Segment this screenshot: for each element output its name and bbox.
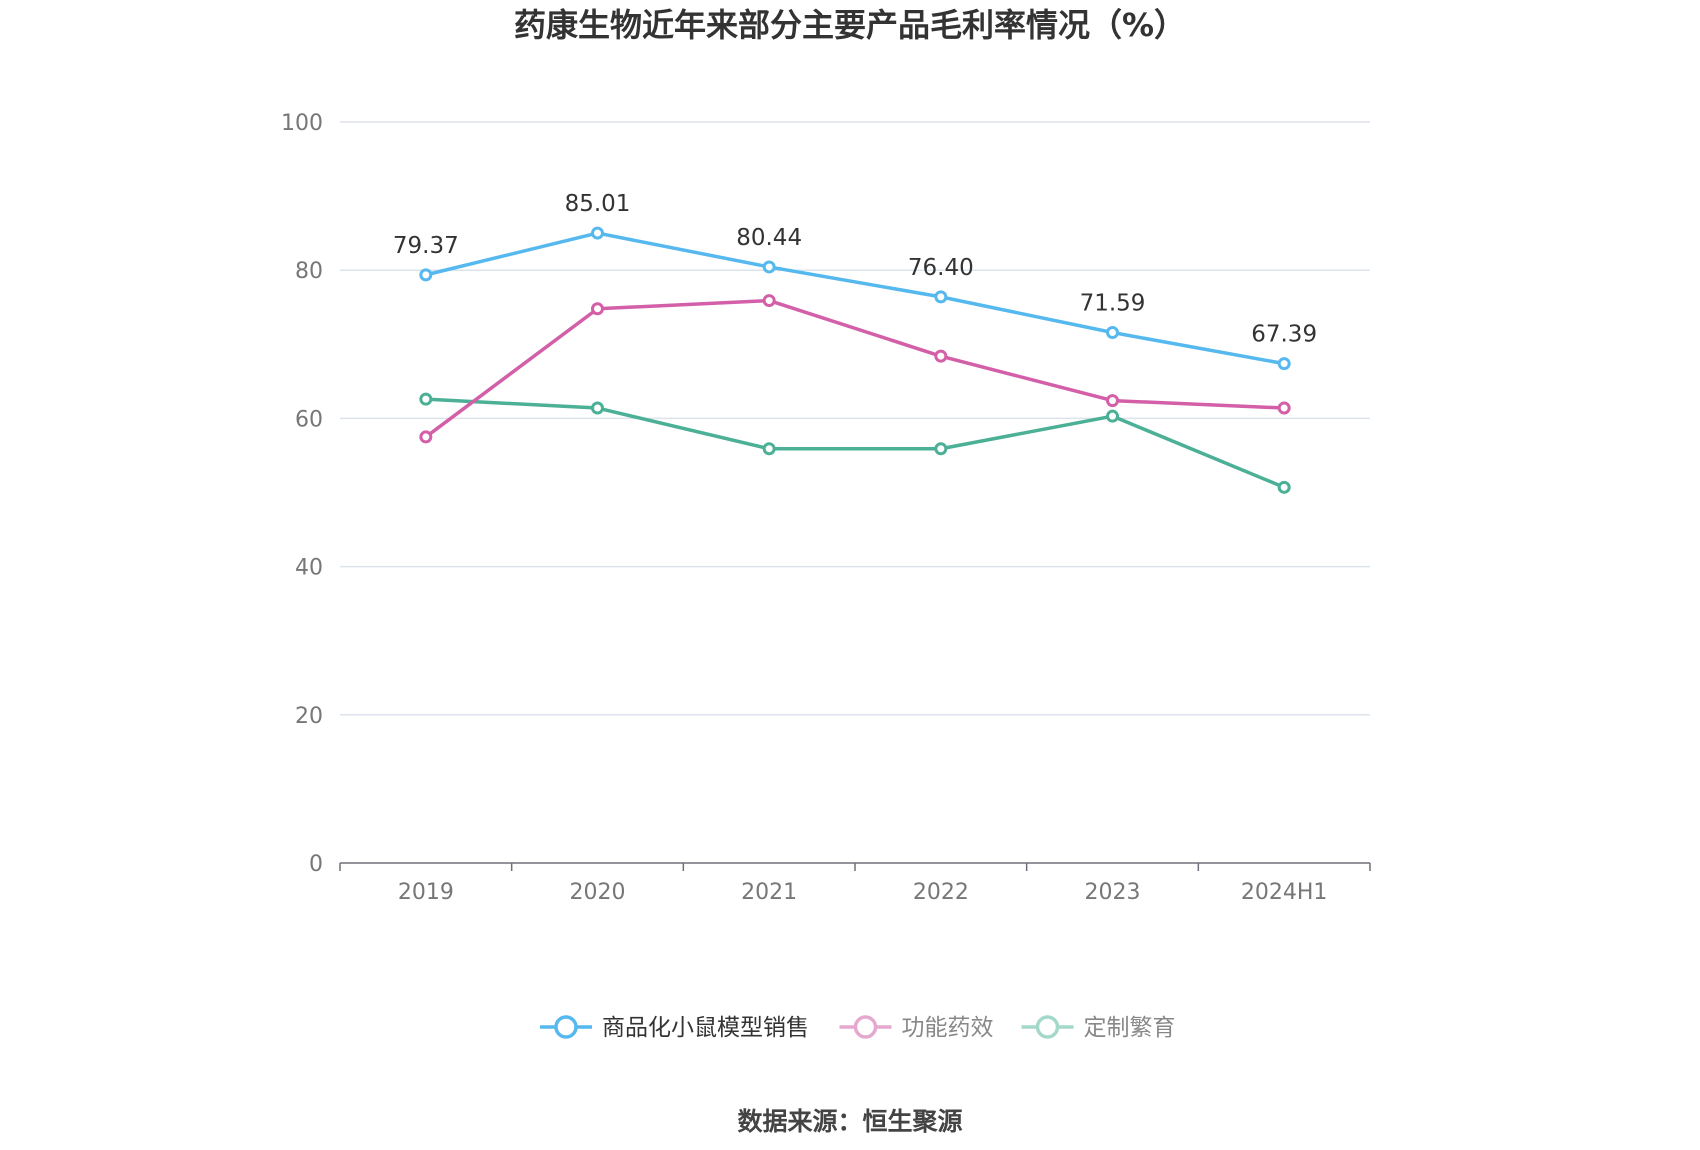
- legend: 商品化小鼠模型销售 功能药效 定制繁育: [540, 1015, 1176, 1041]
- series-1: [419, 226, 1291, 371]
- data-point: [591, 226, 604, 240]
- data-label: 85.01: [565, 191, 631, 217]
- series-line: [425, 397, 1285, 489]
- data-point: [591, 302, 604, 316]
- series-3: [419, 392, 1291, 494]
- x-tick-label: 2020: [570, 880, 626, 905]
- data-point: [934, 349, 948, 363]
- data-point: [1277, 480, 1291, 494]
- data-point: [1277, 401, 1291, 415]
- data-point: [419, 430, 433, 444]
- series-lines: [419, 226, 1291, 494]
- y-axis: 0 20 40 60 80 100: [281, 111, 323, 877]
- data-labels: 79.37 85.01 80.44 76.40 71.59 67.39: [393, 191, 1317, 348]
- legend-label: 定制繁育: [1084, 1015, 1176, 1041]
- data-point: [762, 294, 776, 308]
- x-tick-label: 2024H1: [1241, 880, 1328, 905]
- legend-item: 商品化小鼠模型销售: [540, 1015, 809, 1041]
- data-label: 79.37: [393, 233, 459, 259]
- data-label: 80.44: [736, 225, 802, 251]
- data-label: 76.40: [908, 255, 974, 281]
- data-point: [1106, 409, 1119, 423]
- x-tick-label: 2022: [913, 880, 969, 905]
- data-point: [1277, 357, 1291, 371]
- data-label: 71.59: [1080, 291, 1146, 317]
- data-point: [934, 442, 948, 456]
- data-point: [934, 290, 948, 304]
- data-point: [419, 392, 433, 406]
- y-tick-label: 60: [295, 407, 323, 432]
- x-tick-label: 2019: [398, 880, 454, 905]
- x-tick-label: 2021: [741, 880, 797, 905]
- gridlines: [340, 121, 1370, 716]
- x-axis: 2019 2020 2021 2022 2023 2024H1: [339, 862, 1371, 905]
- data-point: [762, 442, 776, 456]
- data-point: [591, 401, 604, 415]
- y-tick-label: 20: [295, 704, 323, 729]
- y-tick-label: 40: [295, 556, 323, 581]
- y-tick-label: 100: [281, 111, 323, 136]
- legend-marker-icon: [853, 1015, 878, 1039]
- legend-label: 功能药效: [902, 1015, 994, 1041]
- legend-item: 定制繁育: [1021, 1015, 1176, 1041]
- series-line: [424, 298, 1285, 439]
- series-line: [425, 231, 1285, 366]
- legend-label: 商品化小鼠模型销售: [602, 1015, 809, 1041]
- y-tick-label: 0: [309, 852, 323, 877]
- data-point: [1106, 326, 1119, 340]
- legend-marker-icon: [554, 1015, 578, 1039]
- legend-item: 功能药效: [839, 1015, 994, 1041]
- data-label: 67.39: [1251, 322, 1317, 348]
- x-tick-label: 2023: [1085, 880, 1141, 905]
- chart-title: 药康生物近年来部分主要产品毛利率情况（%）: [514, 6, 1186, 44]
- legend-marker-icon: [1035, 1015, 1060, 1039]
- data-point: [762, 260, 776, 274]
- data-point: [419, 268, 433, 282]
- series-2: [419, 294, 1291, 444]
- source-note: 数据来源：恒生聚源: [737, 1107, 962, 1136]
- y-tick-label: 80: [295, 259, 323, 284]
- data-point: [1106, 394, 1119, 408]
